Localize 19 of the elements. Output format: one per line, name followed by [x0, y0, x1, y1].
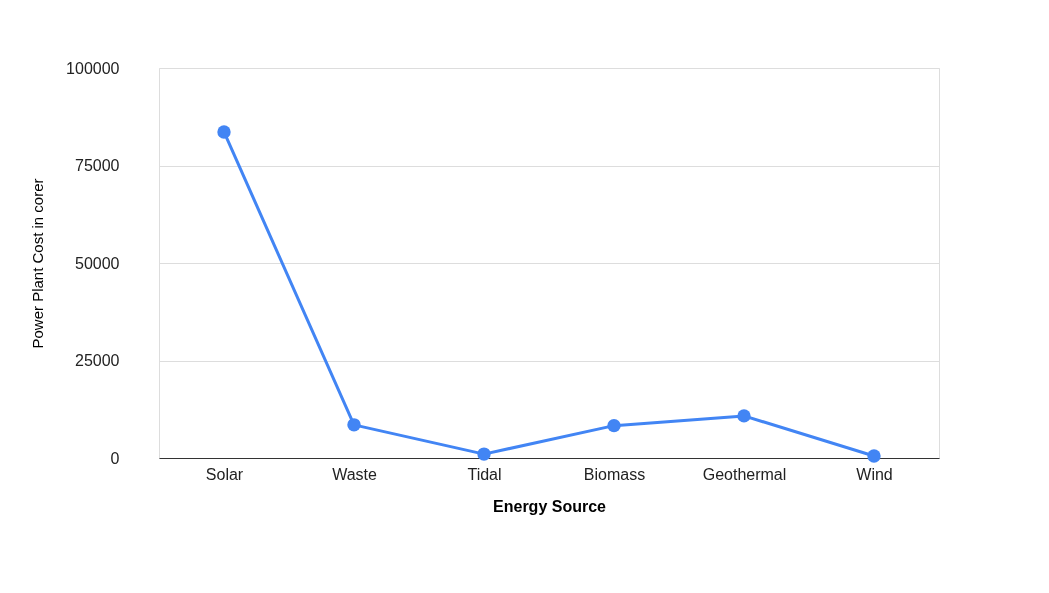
- point: [347, 418, 361, 432]
- x-tick-label: Waste: [332, 465, 377, 483]
- x-tick-label: Solar: [205, 465, 244, 483]
- y-tick-label: 100000: [66, 59, 120, 77]
- x-tick-label: Wind: [856, 465, 893, 483]
- y-tick-label: 0: [110, 449, 120, 467]
- x-axis-title: Energy Source: [493, 497, 607, 515]
- point: [217, 125, 231, 139]
- point: [737, 409, 751, 423]
- x-tick-label: Biomass: [583, 465, 646, 483]
- point: [867, 449, 881, 463]
- x-tick-label: Tidal: [467, 465, 502, 483]
- point: [607, 418, 621, 433]
- y-axis-title: Power Plant Cost in corer: [29, 178, 47, 349]
- y-tick-label: 50000: [75, 254, 120, 272]
- y-tick-label: 25000: [75, 352, 120, 369]
- point: [477, 447, 491, 461]
- x-tick-label: Geothermal: [702, 465, 787, 483]
- y-tick-label: 75000: [75, 157, 120, 174]
